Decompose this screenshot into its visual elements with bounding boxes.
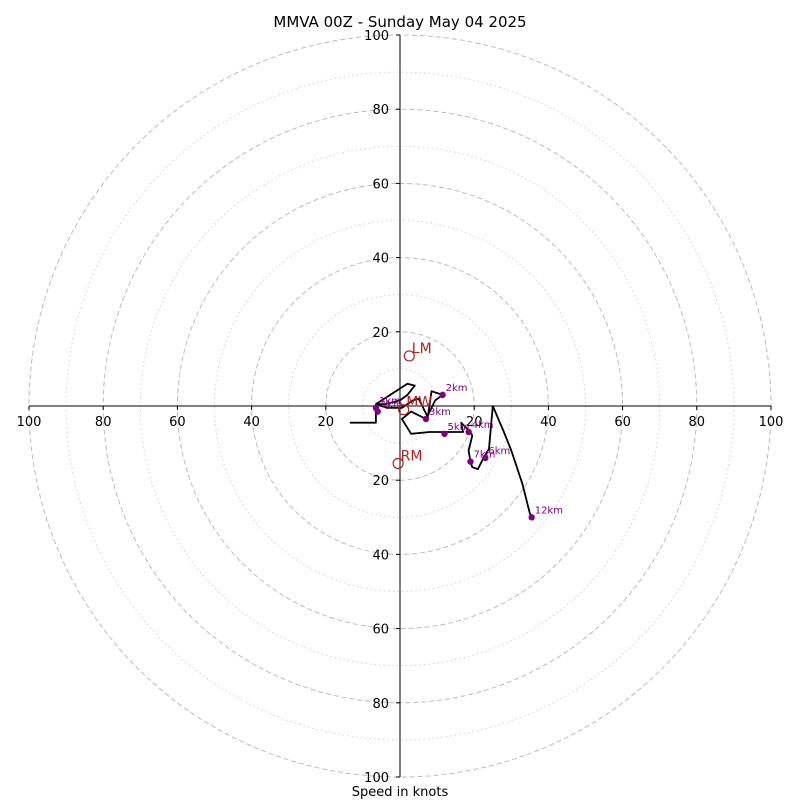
y-tick-label: 40 [372, 548, 389, 563]
height-point-3km [422, 415, 430, 423]
x-tick-label: 80 [689, 415, 706, 430]
height-label-12km: 12km [535, 505, 563, 516]
x-tick-label: 100 [759, 415, 784, 430]
y-tick-label: 100 [364, 29, 389, 44]
hodograph-series [349, 382, 533, 518]
y-tick-label: 80 [372, 103, 389, 118]
height-label-3km: 3km [429, 407, 451, 418]
x-tick-label: 60 [614, 415, 631, 430]
height-point-4km [465, 428, 472, 436]
hodograph-line [349, 382, 533, 518]
storm-motion-rm-label: RM [401, 449, 423, 465]
y-tick-label: 80 [372, 697, 389, 712]
x-tick-label: 60 [169, 415, 186, 430]
height-point-5km [441, 430, 448, 438]
x-tick-label: 80 [95, 415, 112, 430]
x-tick-label: 40 [243, 415, 260, 430]
tick-labels: 100 80 60 40 20 20 40 60 80 100 100 80 60 40 20 20 40 60 8… [17, 29, 784, 786]
height-label-1km: 1km [381, 400, 403, 411]
x-tick-label: 20 [318, 415, 335, 430]
height-label-7km: 7km [473, 450, 495, 461]
height-point-6km [482, 454, 489, 462]
x-tick-label: 100 [17, 415, 42, 430]
height-point-12km [528, 514, 535, 521]
storm-motion-markers: LM MW RM [392, 341, 432, 470]
height-label-6km: 6km [488, 446, 510, 457]
height-point-7km [467, 458, 474, 465]
y-tick-label: 40 [372, 252, 389, 267]
y-tick-label: 20 [372, 474, 389, 489]
height-label-5km: 5km [448, 422, 470, 433]
height-label-2km: 2km [446, 383, 468, 394]
x-tick-label: 40 [540, 415, 557, 430]
height-label-4km: 4km [472, 420, 494, 431]
y-tick-label: 60 [372, 623, 389, 638]
y-tick-label: 20 [372, 326, 389, 341]
storm-motion-lm-marker [403, 350, 415, 362]
chart-title: MMVA 00Z - Sunday May 04 2025 [273, 13, 526, 31]
height-point-1km [374, 408, 381, 415]
y-tick-label: 100 [364, 771, 389, 786]
y-tick-label: 60 [372, 177, 389, 192]
storm-motion-mw-marker [398, 404, 410, 416]
height-label-1km: 1km [379, 396, 401, 407]
storm-motion-rm-marker [392, 457, 404, 470]
height-point-2km [439, 391, 446, 399]
x-tick-label: 20 [466, 415, 483, 430]
x-axis-label: Speed in knots [352, 785, 449, 800]
storm-motion-mw-label: MW [406, 395, 432, 411]
storm-motion-lm-label: LM [412, 341, 432, 357]
